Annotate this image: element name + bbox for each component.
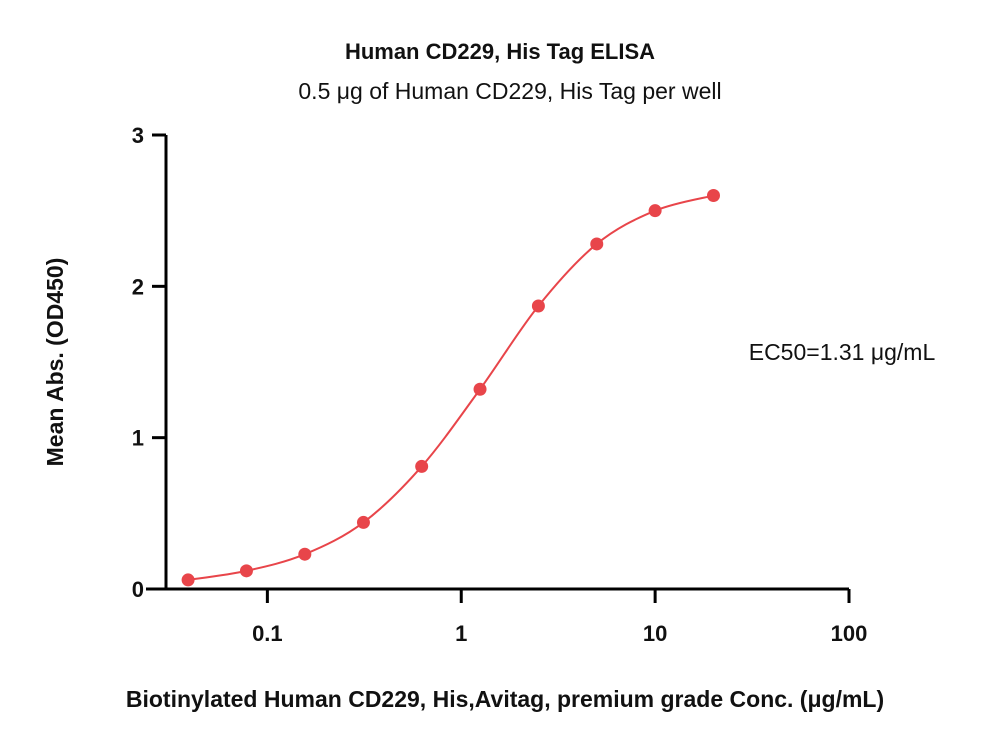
y-axis-ticks: 0 1 2 3: [132, 123, 166, 602]
chart-subtitle: 0.5 μg of Human CD229, His Tag per well: [298, 78, 721, 104]
y-tick-label: 2: [132, 274, 144, 299]
fit-curve: [187, 194, 714, 581]
chart-title: Human CD229, His Tag ELISA: [345, 39, 655, 64]
data-point: [356, 515, 370, 529]
data-point: [648, 204, 662, 218]
x-tick-label: 10: [643, 621, 667, 646]
data-point: [415, 459, 429, 473]
data-point: [473, 382, 487, 396]
y-tick-label: 0: [132, 577, 144, 602]
x-tick-label: 0.1: [252, 621, 283, 646]
data-point: [239, 564, 253, 578]
x-axis-ticks: 0.1 1 10 100: [252, 589, 867, 646]
y-tick-label: 1: [132, 426, 144, 451]
data-point: [706, 189, 720, 203]
x-tick-label: 1: [455, 621, 467, 646]
data-points: [181, 189, 720, 587]
data-point: [181, 573, 195, 587]
y-tick-label: 3: [132, 123, 144, 148]
data-point: [298, 547, 312, 561]
x-tick-label: 100: [831, 621, 868, 646]
ec50-annotation: EC50=1.31 μg/mL: [749, 339, 936, 365]
y-axis-label: Mean Abs. (OD450): [42, 258, 68, 467]
data-point: [590, 237, 604, 251]
data-point: [531, 299, 545, 313]
x-axis-label: Biotinylated Human CD229, His,Avitag, pr…: [126, 686, 884, 712]
